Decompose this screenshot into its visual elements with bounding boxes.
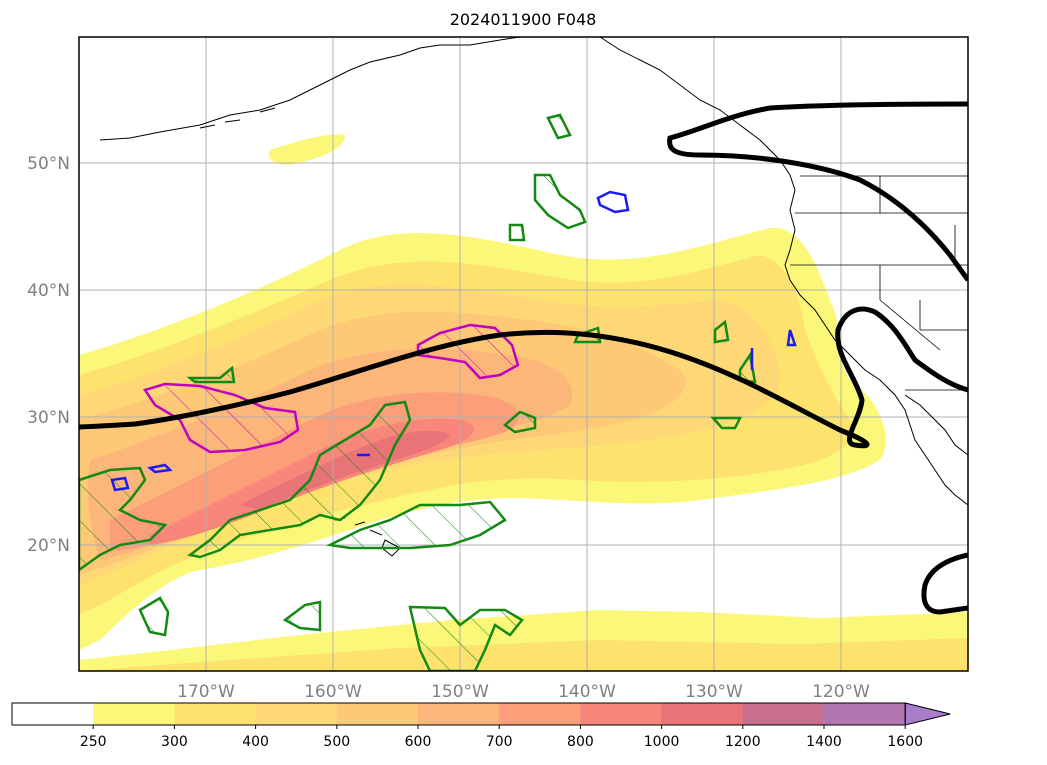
colorbar-tick-label: 500	[323, 734, 350, 750]
green-region-east-coast	[713, 319, 730, 344]
ca-nv-border	[879, 265, 941, 351]
colorbar-frame	[11, 702, 906, 726]
lat-label-20: 20°N	[27, 536, 70, 556]
green-region-east-small	[710, 416, 743, 430]
colorbar-segment	[661, 703, 744, 725]
lat-label-40: 40°N	[27, 281, 70, 301]
green-regions	[79, 113, 757, 671]
colorbar-tick-label: 300	[161, 734, 188, 750]
colorbar-segment	[93, 703, 175, 725]
blue-contour-west	[110, 463, 173, 492]
colorbar-tick-label: 1000	[644, 734, 680, 750]
lon-labels: 170°W 160°W 150°W 140°W 130°W 120°W	[177, 682, 870, 702]
colorbar-tick-label: 1600	[887, 734, 923, 750]
colorbar-tick-label: 1400	[806, 734, 842, 750]
lon-label-160w: 160°W	[304, 682, 362, 702]
colorbar-tick-label: 250	[80, 734, 107, 750]
colorbar-tick-label: 600	[405, 734, 432, 750]
lon-label-120w: 120°W	[812, 682, 870, 702]
colorbar-segment	[418, 703, 500, 725]
lon-label-140w: 140°W	[558, 682, 616, 702]
green-region-small-southwest	[138, 596, 170, 637]
colorbar-tick-label: 400	[242, 734, 269, 750]
northern-ridge-line	[667, 101, 968, 282]
canada-bc-coast	[599, 37, 968, 506]
colorbar-segment	[824, 703, 906, 725]
magenta-region-west	[143, 382, 300, 454]
green-region-north-small	[546, 113, 572, 140]
colorbar-segment	[336, 703, 419, 725]
colorbar-segment	[742, 703, 825, 725]
blue-contour-gulf	[596, 190, 630, 214]
jet-axis-line	[79, 306, 968, 449]
colorbar-segment	[580, 703, 663, 725]
lat-labels: 50°N 40°N 30°N 20°N	[27, 154, 70, 556]
az-border	[919, 300, 968, 331]
green-region-small-south	[282, 600, 322, 632]
green-region-pacific-mid	[508, 223, 526, 242]
green-region-hawaii-south	[325, 500, 507, 550]
colorbar-tick-label: 800	[567, 734, 594, 750]
southeast-contour	[921, 552, 968, 615]
black-contour-lines	[79, 101, 968, 615]
baja-coast	[904, 394, 968, 456]
colorbar-segment	[12, 703, 94, 725]
colorbar: 250 300 400 500 600 700 800 1000 1200 1400 1600	[11, 702, 951, 750]
blue-contour-coast	[750, 329, 797, 370]
colorbar-segment	[255, 703, 338, 725]
green-region-south-east	[408, 605, 524, 671]
figure-title: 2024011900 F048	[450, 10, 597, 29]
colorbar-segment	[174, 703, 257, 725]
green-region-west-small	[186, 365, 236, 384]
southern-band-300	[79, 638, 968, 671]
green-region-gulf	[533, 173, 587, 230]
green-region-central-east	[502, 410, 537, 434]
lon-label-150w: 150°W	[431, 682, 489, 702]
colorbar-tick-label: 1200	[725, 734, 761, 750]
blue-contours	[110, 190, 797, 492]
green-region-central-band	[187, 400, 412, 559]
colorbar-segment	[499, 703, 581, 725]
map-frame	[78, 36, 969, 672]
lat-label-30: 30°N	[27, 408, 70, 428]
lon-label-130w: 130°W	[685, 682, 743, 702]
aleutian-chain	[199, 107, 276, 129]
lon-label-170w: 170°W	[177, 682, 235, 702]
lat-label-50: 50°N	[27, 154, 70, 174]
colorbar-tick-label: 700	[486, 734, 513, 750]
alaska-coast	[99, 37, 521, 141]
green-region-west-band	[79, 466, 168, 572]
colorbar-extension	[904, 702, 951, 726]
northern-patch-250	[268, 134, 345, 165]
